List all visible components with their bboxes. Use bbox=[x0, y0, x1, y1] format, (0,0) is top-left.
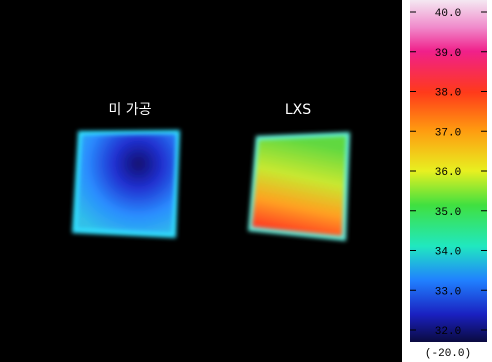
scale-label: 32.0 bbox=[435, 326, 461, 338]
scale-label: 36.0 bbox=[435, 167, 461, 179]
scale-label: 40.0 bbox=[435, 8, 461, 20]
thermal-screen: 미 가공 LXS (-20.0) 40.0 39.0 38.0 37.0 36.0 35.… bbox=[0, 0, 492, 362]
scale-label: 33.0 bbox=[435, 286, 461, 298]
sample-label: LXS bbox=[285, 102, 311, 118]
sample-untreated bbox=[77, 134, 176, 233]
sample-lxs bbox=[252, 136, 346, 236]
scale-label: 34.0 bbox=[435, 247, 461, 259]
sample-label: 미 가공 bbox=[108, 102, 151, 118]
page: 미 가공 LXS (-20.0) 40.0 39.0 38.0 37.0 36.0 35.… bbox=[0, 0, 492, 362]
scale-label: 39.0 bbox=[435, 48, 461, 60]
scale-label: 38.0 bbox=[435, 88, 461, 100]
scale-label: 35.0 bbox=[435, 207, 461, 219]
scale-label: 37.0 bbox=[435, 127, 461, 139]
scale-offset: (-20.0) bbox=[425, 348, 471, 360]
